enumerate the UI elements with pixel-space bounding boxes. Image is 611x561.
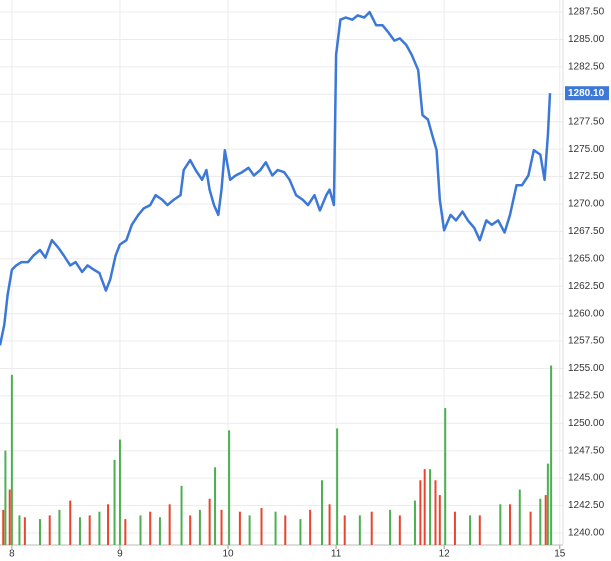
volume-bar <box>284 515 287 545</box>
volume-bar <box>139 515 142 545</box>
volume-bar <box>208 498 211 545</box>
volume-bar <box>550 365 553 545</box>
volume-bar <box>546 463 549 545</box>
volume-bar <box>88 515 91 545</box>
x-tick-label: 11 <box>331 549 342 560</box>
volume-bar <box>180 485 183 545</box>
volume-bar <box>189 515 192 545</box>
volume-bar <box>419 480 422 545</box>
volume-bar <box>518 489 521 545</box>
volume-bar <box>8 489 11 545</box>
x-tick-label: 8 <box>9 549 15 560</box>
volume-bar <box>107 504 110 545</box>
volume-bar <box>328 504 331 545</box>
y-tick-label: 1260.00 <box>568 308 605 319</box>
y-tick-label: 1242.50 <box>568 500 605 511</box>
volume-bar <box>98 511 101 545</box>
volume-bar <box>453 511 456 545</box>
y-tick-label: 1257.50 <box>568 336 605 347</box>
volume-bar <box>358 515 361 545</box>
volume-bar <box>499 504 502 545</box>
volume-bar <box>124 519 127 545</box>
volume-bar <box>336 428 339 545</box>
volume-bar <box>309 509 312 545</box>
volume-bar <box>343 515 346 545</box>
volume-bar <box>149 511 152 545</box>
volume-bar <box>398 515 401 545</box>
y-tick-label: 1287.50 <box>568 7 605 18</box>
y-tick-label: 1252.50 <box>568 391 605 402</box>
volume-bar <box>274 511 277 545</box>
x-tick-label: 12 <box>439 549 451 560</box>
y-tick-label: 1245.00 <box>568 473 605 484</box>
volume-bar <box>321 480 324 545</box>
y-tick-label: 1282.50 <box>568 62 605 73</box>
last-value-label: 1280.10 <box>568 88 605 99</box>
volume-bar <box>18 515 21 545</box>
volume-bar <box>413 500 416 545</box>
y-tick-label: 1270.00 <box>568 199 605 210</box>
volume-bar <box>389 509 392 545</box>
volume-bar <box>198 509 201 545</box>
y-tick-label: 1275.00 <box>568 144 605 155</box>
y-tick-label: 1250.00 <box>568 418 605 429</box>
volume-bar <box>544 495 547 545</box>
y-tick-label: 1265.00 <box>568 253 605 264</box>
volume-bar <box>158 517 161 545</box>
volume-bar <box>469 515 472 545</box>
volume-bar <box>299 519 302 545</box>
volume-bar <box>78 517 81 545</box>
x-tick-label: 15 <box>554 549 566 560</box>
volume-bar <box>438 495 441 545</box>
volume-bar <box>58 509 61 545</box>
y-tick-label: 1247.50 <box>568 445 605 456</box>
volume-bar <box>539 498 542 545</box>
y-tick-label: 1277.50 <box>568 116 605 127</box>
volume-bar <box>509 504 512 545</box>
volume-bar <box>228 430 231 545</box>
volume-bar <box>370 511 373 545</box>
volume-bar <box>444 408 447 545</box>
volume-bar <box>260 508 263 545</box>
volume-bar <box>48 515 51 545</box>
volume-bar <box>429 469 432 545</box>
y-tick-label: 1267.50 <box>568 226 605 237</box>
last-value-box <box>565 86 609 101</box>
y-tick-label: 1262.50 <box>568 281 605 292</box>
volume-bar <box>423 469 426 545</box>
y-tick-label: 1255.00 <box>568 363 605 374</box>
volume-bar <box>220 509 223 545</box>
volume-bar <box>168 504 171 545</box>
volume-bar <box>4 450 7 545</box>
volume-bar <box>434 480 437 545</box>
volume-bar <box>69 500 72 545</box>
volume-bar <box>38 519 41 545</box>
x-tick-label: 10 <box>222 549 234 560</box>
volume-bar <box>238 511 241 545</box>
y-tick-label: 1240.00 <box>568 528 605 539</box>
volume-bar <box>23 517 26 545</box>
volume-bar <box>478 515 481 545</box>
volume-bar <box>529 511 532 545</box>
volume-bar <box>113 459 116 545</box>
volume-bar <box>248 515 251 545</box>
volume-bar <box>2 509 5 545</box>
volume-bar <box>118 439 121 545</box>
volume-bar <box>10 374 13 545</box>
volume-bar <box>214 467 217 545</box>
y-tick-label: 1272.50 <box>568 171 605 182</box>
y-tick-label: 1285.00 <box>568 34 605 45</box>
x-tick-label: 9 <box>117 549 123 560</box>
price-line <box>0 10 552 346</box>
